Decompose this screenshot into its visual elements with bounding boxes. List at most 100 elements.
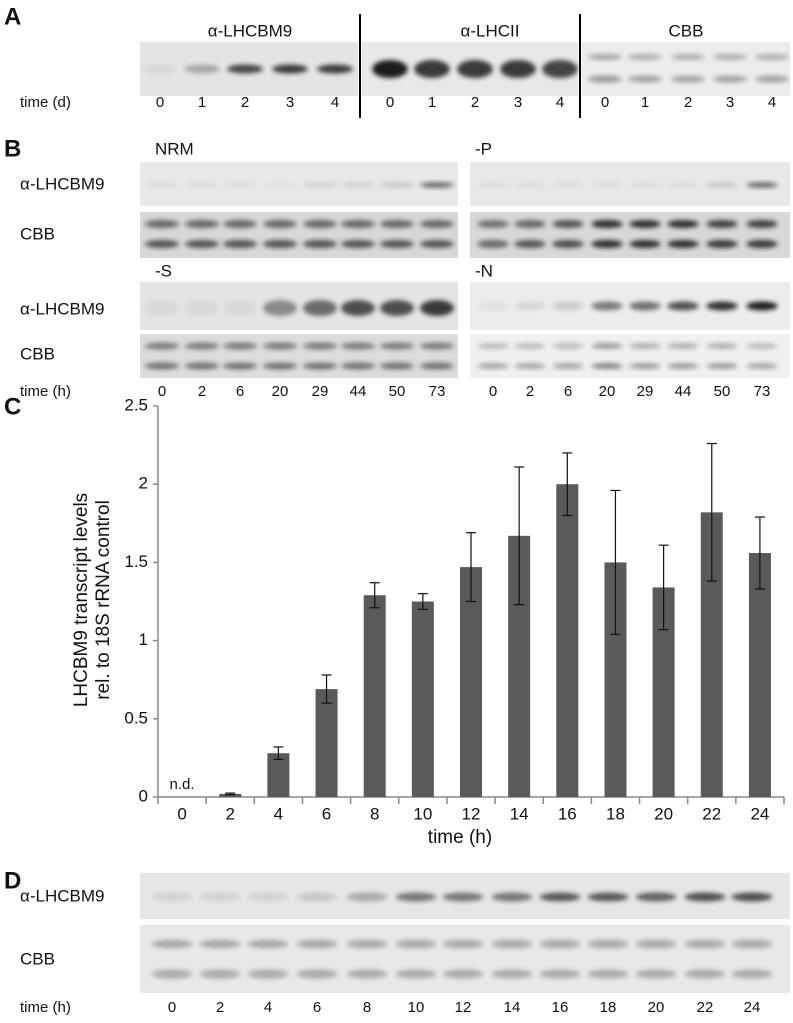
label: 2 [241, 94, 249, 111]
blot-band [223, 220, 257, 228]
blot-band [591, 343, 623, 349]
blot-band [145, 240, 179, 248]
blot-band [667, 363, 699, 369]
x-tick-label: 24 [750, 804, 769, 823]
blot-band [380, 362, 414, 370]
blot-band [477, 182, 509, 188]
blot-band [151, 969, 193, 979]
blot-band [380, 342, 414, 350]
blot-band [223, 240, 257, 248]
label: 50 [714, 383, 731, 400]
error-bar [369, 582, 380, 609]
label: 3 [286, 94, 294, 111]
blot-band [263, 362, 297, 370]
blot-band [629, 240, 661, 248]
blot-band [628, 54, 662, 60]
blot [470, 334, 790, 378]
blot-band [514, 301, 546, 311]
label: 1 [198, 94, 206, 111]
x-tick-label: 14 [510, 804, 529, 823]
blot-band [185, 362, 219, 370]
blot-band [263, 240, 297, 248]
blot-band [185, 240, 219, 248]
panel-letter: C [4, 393, 21, 420]
blot-band [223, 182, 257, 188]
label: 4 [264, 999, 272, 1016]
blot-band [199, 969, 241, 979]
blot-band [635, 969, 677, 979]
label: 3 [726, 94, 734, 111]
blot-band [477, 343, 509, 349]
bar [460, 567, 482, 797]
label: time (h) [20, 999, 71, 1016]
y-tick-label: 0 [139, 786, 148, 805]
blot-band [341, 300, 375, 316]
label: α-LHCBM9 [20, 174, 104, 193]
blot-band [380, 182, 414, 188]
label: CBB [669, 21, 704, 40]
blot-band [591, 363, 623, 369]
blot-band [303, 240, 337, 248]
blot-band [346, 939, 388, 949]
blot-band [514, 343, 546, 349]
blot-band [731, 939, 773, 949]
label: 2 [198, 383, 206, 400]
blot-band [491, 969, 533, 979]
blot-band [303, 342, 337, 350]
label: 20 [648, 999, 665, 1016]
blot-band [185, 342, 219, 350]
blot-band [263, 220, 297, 228]
blot [140, 212, 458, 258]
error-bar [273, 746, 284, 761]
label: 20 [272, 383, 289, 400]
blot-band [296, 969, 338, 979]
blot-band [199, 892, 241, 902]
y-axis-label: LHCBM9 transcript levels [71, 493, 92, 707]
label: CBB [20, 344, 55, 363]
blot-band [667, 182, 699, 188]
blot-band [667, 220, 699, 228]
label: 14 [504, 999, 521, 1016]
blot-band [587, 969, 629, 979]
label: 4 [331, 94, 339, 111]
blot-band [629, 220, 661, 228]
blot-band [199, 939, 241, 949]
blot-band [317, 64, 353, 74]
x-tick-label: 22 [702, 804, 721, 823]
blot-band [629, 363, 661, 369]
label: 0 [601, 94, 609, 111]
bar [508, 535, 531, 797]
blot-band [731, 969, 773, 979]
x-tick-label: 4 [274, 804, 283, 823]
label: 50 [389, 383, 406, 400]
label: CBB [20, 949, 55, 968]
blot-band [491, 892, 533, 902]
x-tick-label: 2 [225, 804, 234, 823]
label: α-LHCBM9 [20, 299, 104, 318]
blot-band [442, 939, 484, 949]
label: 1 [428, 94, 436, 111]
blot-band [185, 182, 219, 188]
blot-band [628, 75, 662, 83]
bar [411, 601, 434, 797]
blot-band [414, 60, 450, 78]
blot-band [684, 969, 726, 979]
x-tick-label: 6 [322, 804, 331, 823]
blot [140, 925, 790, 993]
blot-band [552, 343, 584, 349]
bar [604, 562, 627, 797]
error-bar [610, 489, 621, 635]
blot-band [442, 892, 484, 902]
blot-band [477, 301, 509, 311]
blot-band [667, 240, 699, 248]
blot-band [185, 300, 219, 316]
label: 44 [675, 383, 692, 400]
blot-band [746, 343, 778, 349]
blot-band [346, 969, 388, 979]
blot-band [263, 182, 297, 188]
blot-band [588, 75, 622, 83]
blot-band [247, 969, 289, 979]
label: 6 [313, 999, 321, 1016]
blot-band [420, 342, 454, 350]
blot-band [552, 363, 584, 369]
